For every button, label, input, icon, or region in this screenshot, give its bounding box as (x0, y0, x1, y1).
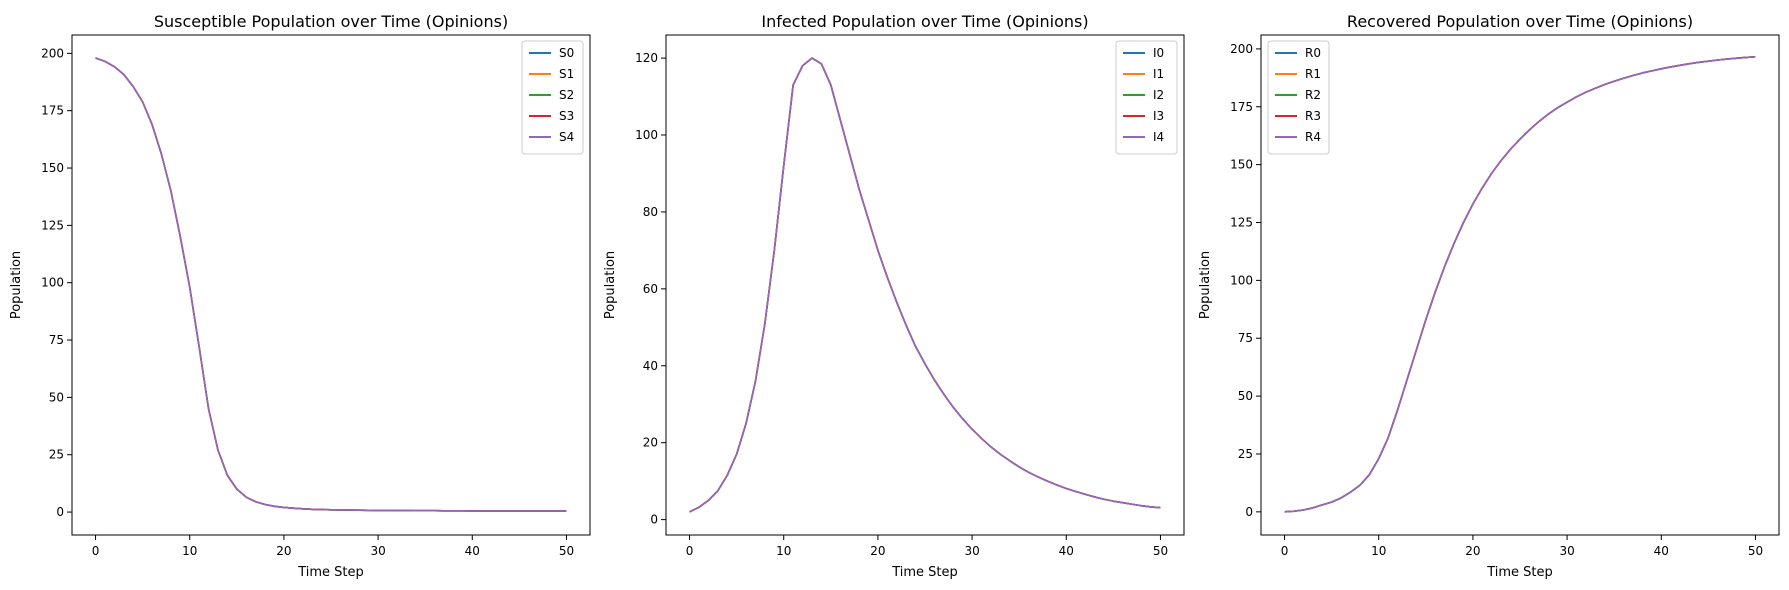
legend-entry-S4: S4 (559, 130, 574, 144)
y-tick-label: 75 (49, 333, 64, 347)
legend-box (521, 40, 584, 155)
x-tick-label: 0 (92, 544, 100, 558)
series-line-I3 (689, 57, 1161, 513)
legend-entry-I0: I0 (1153, 46, 1164, 60)
series-line-S3 (95, 57, 567, 512)
legend-entry-R4: R4 (1305, 130, 1321, 144)
y-tick-label: 0 (56, 505, 64, 519)
y-tick-label: 200 (41, 46, 64, 60)
legend-box (1115, 40, 1178, 155)
legend-entry-R0: R0 (1305, 46, 1321, 60)
chart-panel-2: Infected Population over Time (Opinions)… (603, 12, 1185, 580)
series-line-I1 (689, 57, 1161, 513)
y-tick-label: 75 (1238, 331, 1253, 345)
y-tick-label: 80 (643, 205, 658, 219)
x-tick-label: 30 (370, 544, 385, 558)
axes-frame (665, 34, 1185, 536)
series-line-R1 (1284, 55, 1756, 513)
x-tick-label: 40 (465, 544, 480, 558)
x-tick-label: 20 (1465, 544, 1480, 558)
series-line-S1 (95, 57, 567, 512)
x-tick-label: 10 (1371, 544, 1386, 558)
legend-entry-I4: I4 (1153, 130, 1164, 144)
series-line-R0 (1284, 55, 1756, 513)
chart-title: Recovered Population over Time (Opinions… (1347, 12, 1693, 31)
x-axis-label: Time Step (891, 565, 958, 580)
legend-entry-R3: R3 (1305, 109, 1321, 123)
x-axis-label: Time Step (1486, 565, 1553, 580)
series-line-R4 (1284, 55, 1756, 513)
series-line-S4 (95, 57, 567, 512)
x-tick-label: 30 (964, 544, 979, 558)
y-axis-label: Population (1198, 251, 1213, 319)
axes-frame (71, 34, 591, 536)
legend-box (1267, 40, 1330, 155)
x-tick-label: 0 (1281, 544, 1289, 558)
series-line-I0 (689, 57, 1161, 513)
y-tick-label: 25 (1238, 447, 1253, 461)
legend-entry-R1: R1 (1305, 67, 1321, 81)
x-tick-label: 40 (1654, 544, 1669, 558)
x-tick-label: 30 (1559, 544, 1574, 558)
series-line-R3 (1284, 55, 1756, 513)
x-tick-label: 20 (276, 544, 291, 558)
y-tick-label: 60 (643, 282, 658, 296)
legend-entry-S2: S2 (559, 88, 574, 102)
x-tick-label: 50 (1748, 544, 1763, 558)
legend-entry-I2: I2 (1153, 88, 1164, 102)
chart-panel-1: Susceptible Population over Time (Opinio… (9, 12, 591, 580)
y-tick-label: 25 (49, 448, 64, 462)
legend-entry-R2: R2 (1305, 88, 1321, 102)
y-tick-label: 150 (41, 161, 64, 175)
legend-entry-I1: I1 (1153, 67, 1164, 81)
y-axis-label: Population (9, 251, 24, 319)
legend-entry-S3: S3 (559, 109, 574, 123)
chart-title: Infected Population over Time (Opinions) (761, 12, 1088, 31)
y-tick-label: 0 (650, 513, 658, 527)
x-tick-label: 20 (870, 544, 885, 558)
legend: R0 R1 R2 R3 R4 (1267, 40, 1330, 155)
chart-panel-3: Recovered Population over Time (Opinions… (1198, 12, 1780, 580)
x-tick-label: 50 (1153, 544, 1168, 558)
y-tick-label: 120 (635, 51, 658, 65)
y-tick-label: 100 (41, 276, 64, 290)
series-line-S0 (95, 57, 567, 512)
y-tick-label: 100 (1230, 273, 1253, 287)
y-tick-label: 20 (643, 436, 658, 450)
legend-entry-S1: S1 (559, 67, 574, 81)
y-tick-label: 150 (1230, 158, 1253, 172)
axes-frame (1260, 34, 1780, 536)
series-line-S2 (95, 57, 567, 512)
legend: S0 S1 S2 S3 S4 (521, 40, 584, 155)
x-axis-label: Time Step (297, 565, 364, 580)
series-line-I4 (689, 57, 1161, 513)
y-tick-label: 40 (643, 359, 658, 373)
y-axis-label: Population (603, 251, 618, 319)
x-tick-label: 10 (776, 544, 791, 558)
y-tick-label: 100 (635, 128, 658, 142)
y-tick-label: 175 (41, 104, 64, 118)
legend: I0 I1 I2 I3 I4 (1115, 40, 1178, 155)
chart-title: Susceptible Population over Time (Opinio… (154, 12, 508, 31)
y-tick-label: 50 (1238, 389, 1253, 403)
legend-entry-I3: I3 (1153, 109, 1164, 123)
x-tick-label: 50 (559, 544, 574, 558)
series-line-I2 (689, 57, 1161, 513)
series-line-R2 (1284, 55, 1756, 513)
x-tick-label: 10 (182, 544, 197, 558)
legend-entry-S0: S0 (559, 46, 574, 60)
y-tick-label: 175 (1230, 100, 1253, 114)
y-tick-label: 0 (1245, 505, 1253, 519)
y-tick-label: 50 (49, 390, 64, 404)
x-tick-label: 40 (1059, 544, 1074, 558)
x-tick-label: 0 (686, 544, 694, 558)
y-tick-label: 125 (1230, 216, 1253, 230)
y-tick-label: 125 (41, 218, 64, 232)
y-tick-label: 200 (1230, 42, 1253, 56)
